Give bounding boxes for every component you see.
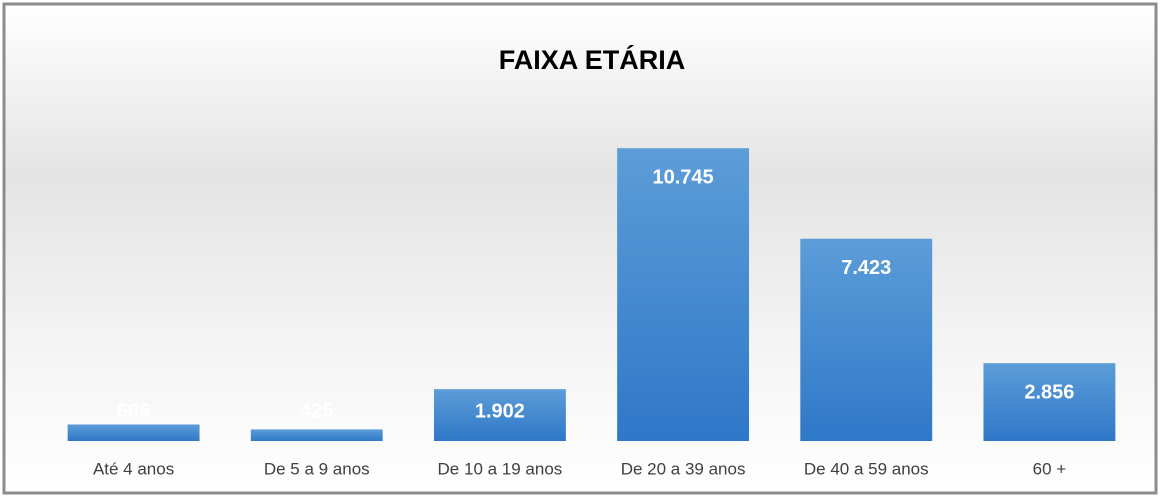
x-tick-label: 60 +: [1033, 459, 1067, 478]
bar: [67, 424, 200, 441]
bar: [617, 148, 750, 442]
bar: [800, 238, 933, 441]
x-tick-label: Até 4 anos: [93, 459, 174, 478]
x-tick-label: De 10 a 19 anos: [438, 459, 563, 478]
x-tick-label: De 5 a 9 anos: [264, 459, 370, 478]
chart-title: FAIXA ETÁRIA: [499, 44, 686, 75]
data-label: 1.902: [475, 400, 525, 422]
data-label: 606: [117, 400, 150, 422]
bar: [433, 389, 566, 441]
data-label: 425: [300, 400, 333, 422]
x-tick-label: De 20 a 39 anos: [621, 459, 746, 478]
data-label: 7.423: [841, 257, 891, 279]
bar: [983, 363, 1116, 441]
x-tick-label: De 40 a 59 anos: [804, 459, 929, 478]
data-label: 10.745: [652, 166, 713, 188]
bar: [250, 429, 383, 441]
data-label: 2.856: [1024, 381, 1074, 403]
